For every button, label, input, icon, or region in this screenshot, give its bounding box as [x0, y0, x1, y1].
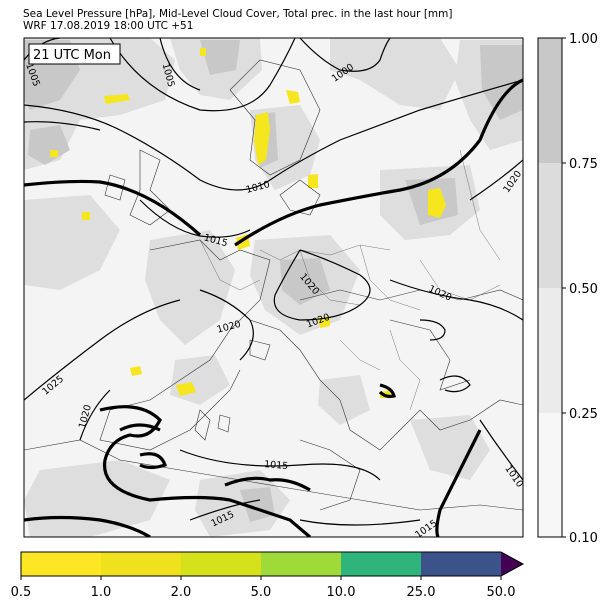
- title-line-1: Sea Level Pressure [hPa], Mid-Level Clou…: [23, 8, 453, 20]
- map-frame: [23, 37, 524, 538]
- precip-tick-label: 25.0: [407, 585, 436, 600]
- cloud-cover-layer: [24, 38, 523, 537]
- precip-tick-label: 2.0: [171, 585, 192, 600]
- precip-tick-label: 0.5: [11, 585, 32, 600]
- precip-tick-label: 1.0: [91, 585, 112, 600]
- cloud-tick-label: 1.00: [569, 32, 598, 47]
- cloud-tick-label: 0.10: [569, 531, 598, 546]
- title-line-2: WRF 17.08.2019 18:00 UTC +51: [23, 20, 194, 32]
- map-panel: 1005 1005 1000 1010 1015 1020 1020 1020 …: [24, 38, 523, 537]
- precip-tick-label: 10.0: [327, 585, 356, 600]
- precip-tick-label: 5.0: [251, 585, 272, 600]
- cloud-tick-label: 0.25: [569, 407, 598, 422]
- isobars: [24, 38, 523, 526]
- precipitation-layer: [50, 48, 446, 398]
- cloud-tick-label: 0.50: [569, 282, 598, 297]
- time-label-box: 21 UTC Mon: [28, 43, 121, 65]
- country-borders: [199, 149, 501, 411]
- cloud-tick-label: 0.75: [569, 157, 598, 172]
- thick-isobars: [24, 78, 523, 537]
- precip-tick-label: 50.0: [487, 585, 516, 600]
- cloud-colorbar: 1.00 0.75 0.50 0.25 0.10: [537, 32, 598, 546]
- time-label: 21 UTC Mon: [33, 48, 111, 63]
- precip-colorbar: 0.5 1.0 2.0 5.0 10.0 25.0 50.0: [11, 551, 525, 600]
- isobar-label: 1015: [264, 459, 289, 472]
